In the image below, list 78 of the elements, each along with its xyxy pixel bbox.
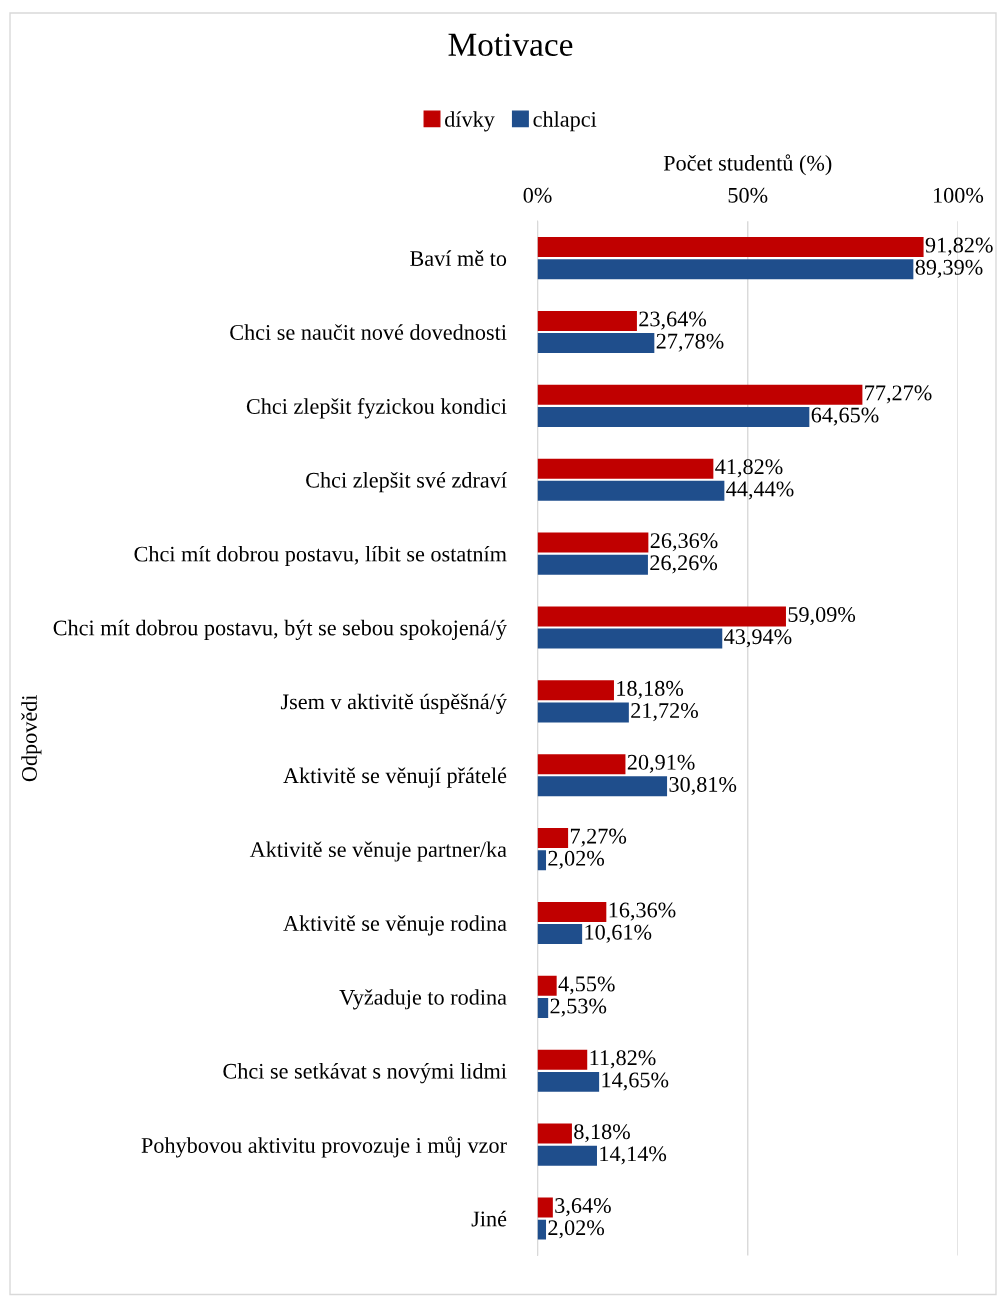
y-tick-label: Chci se setkávat s novými lidmi bbox=[223, 1063, 507, 1084]
bar bbox=[537, 702, 629, 723]
bar bbox=[537, 776, 668, 797]
legend-label: dívky bbox=[445, 111, 495, 132]
bar bbox=[537, 975, 557, 996]
bar bbox=[537, 333, 655, 354]
data-label: 10,61% bbox=[585, 924, 652, 943]
y-tick-label: Chci se naučit nové dovednosti bbox=[230, 324, 507, 340]
data-label: 2,02% bbox=[548, 1220, 605, 1239]
bar bbox=[537, 680, 614, 701]
data-label: 44,44% bbox=[726, 481, 794, 500]
data-label: 18,18% bbox=[617, 680, 684, 700]
x-tick-label: 50% bbox=[728, 187, 768, 203]
data-label: 2,53% bbox=[550, 998, 607, 1017]
data-label: 7,27% bbox=[570, 828, 627, 847]
data-label: 16,36% bbox=[609, 902, 676, 921]
bar bbox=[537, 998, 549, 1018]
bar bbox=[537, 1123, 572, 1144]
data-label: 64,65% bbox=[811, 407, 879, 426]
data-label: 23,64% bbox=[639, 311, 707, 330]
bar bbox=[537, 628, 723, 649]
y-tick-label: Chci zlepšit fyzickou kondici bbox=[246, 398, 507, 419]
data-label: 4,55% bbox=[558, 976, 615, 995]
data-label: 91,82% bbox=[925, 237, 993, 256]
bar bbox=[537, 828, 569, 849]
data-label: 89,39% bbox=[915, 259, 983, 278]
bar bbox=[537, 606, 786, 627]
data-label: 11,82% bbox=[590, 1050, 656, 1069]
bar bbox=[537, 754, 626, 775]
bar bbox=[537, 406, 810, 427]
data-label: 2,02% bbox=[548, 850, 605, 869]
bar bbox=[537, 850, 547, 871]
y-tick-label: Jiné bbox=[471, 1210, 507, 1227]
y-tick-label: Vyžaduje to rodina bbox=[339, 989, 507, 1010]
bar bbox=[537, 237, 924, 257]
y-tick-label: Baví mě to bbox=[410, 250, 507, 267]
data-label: 26,36% bbox=[650, 533, 718, 552]
x-axis-title: Počet studentů (%) bbox=[663, 154, 832, 176]
bar bbox=[537, 532, 649, 553]
data-label: 8,18% bbox=[574, 1124, 630, 1143]
bar bbox=[537, 901, 607, 922]
y-axis-title: Odpovědi bbox=[21, 694, 42, 782]
bar bbox=[537, 1145, 597, 1166]
data-label: 59,09% bbox=[788, 606, 856, 626]
chart-title: Motivace bbox=[448, 33, 573, 56]
y-tick-label: Chci mít dobrou postavu, být se sebou spokojená/ý bbox=[53, 619, 507, 641]
data-label: 14,65% bbox=[602, 1072, 669, 1091]
data-label: 27,78% bbox=[656, 333, 724, 352]
data-label: 43,94% bbox=[724, 629, 792, 648]
data-label: 21,72% bbox=[631, 703, 698, 722]
x-tick-label: 0% bbox=[523, 187, 552, 203]
bar bbox=[537, 1197, 553, 1218]
data-label: 30,81% bbox=[669, 776, 737, 796]
data-label: 26,26% bbox=[650, 555, 718, 574]
legend-label: chlapci bbox=[533, 111, 597, 132]
data-label: 41,82% bbox=[715, 459, 783, 478]
bar bbox=[537, 259, 914, 280]
y-tick-label: Jsem v aktivitě úspěšná/ý bbox=[280, 693, 507, 714]
data-label: 77,27% bbox=[865, 385, 932, 404]
y-tick-label: Pohybovou aktivitu provozuje i můj vzor bbox=[141, 1136, 507, 1158]
bar bbox=[537, 554, 648, 575]
bar bbox=[537, 1049, 588, 1070]
x-tick-label: 100% bbox=[933, 187, 984, 203]
y-tick-label: Aktivitě se věnují přátelé bbox=[283, 767, 507, 788]
bar bbox=[537, 1071, 600, 1092]
y-tick-label: Chci zlepšit své zdraví bbox=[306, 472, 507, 493]
data-label: 3,64% bbox=[555, 1198, 611, 1217]
bar bbox=[537, 1219, 547, 1240]
bar bbox=[537, 924, 583, 945]
data-label: 14,14% bbox=[600, 1146, 667, 1165]
y-tick-label: Aktivitě se věnuje partner/ka bbox=[249, 841, 507, 862]
bar bbox=[537, 458, 714, 479]
y-tick-label: Chci mít dobrou postavu, líbit se ostatním bbox=[134, 545, 507, 567]
y-tick-label: Aktivitě se věnuje rodina bbox=[283, 915, 507, 936]
bar bbox=[537, 384, 863, 405]
bar bbox=[537, 310, 637, 331]
data-label: 20,91% bbox=[627, 754, 695, 773]
bar bbox=[537, 480, 725, 501]
